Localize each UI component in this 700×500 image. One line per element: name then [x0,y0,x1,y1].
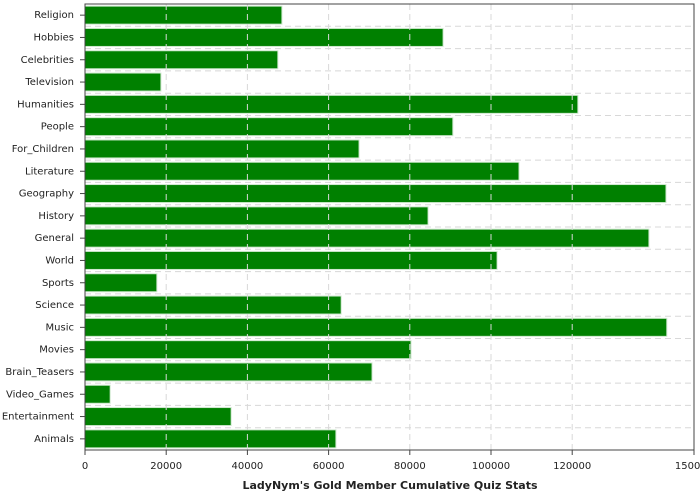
bar [84,273,158,293]
bar [84,184,667,204]
y-tick-label: Hobbies [34,32,74,43]
y-tick-label: Music [46,322,74,333]
x-tick-label: 0 [82,461,88,472]
y-tick-label: Animals [34,434,74,445]
bar [84,161,520,181]
bar [84,295,342,315]
y-tick-label: Religion [34,10,74,21]
bar [84,117,454,137]
x-tick-label: 150000 [675,461,700,472]
bar [84,139,360,159]
bar [84,50,279,70]
y-tick-label: Video_Games [6,389,74,400]
y-tick-label: Geography [19,189,74,200]
bar [84,250,498,270]
y-tick-label: Television [24,77,74,88]
bar [84,5,283,25]
y-tick-label: Celebrities [21,55,74,66]
y-tick-label: Entertainment [2,412,74,423]
bar [84,72,162,92]
x-tick-label: 100000 [472,461,510,472]
x-tick-label: 20000 [150,461,182,472]
x-tick-label: 120000 [553,461,591,472]
y-tick-label: Sports [42,278,74,289]
y-tick-label: World [45,255,74,266]
y-tick-label: People [41,122,74,133]
bar [84,94,579,114]
bar [84,206,429,226]
y-tick-label: Movies [39,345,74,356]
y-tick-label: History [38,211,74,222]
y-tick-label: For_Children [12,144,74,155]
x-tick-label: 80000 [394,461,426,472]
y-tick-label: Science [35,300,74,311]
bar [84,340,412,360]
bar [84,429,337,449]
y-tick-label: Humanities [17,99,74,110]
y-tick-label: Literature [25,166,74,177]
x-tick-label: 60000 [313,461,345,472]
y-tick-label: Brain_Teasers [5,367,74,378]
bar [84,27,444,47]
bar [84,228,650,248]
x-tick-label: 40000 [231,461,263,472]
bar [84,407,232,427]
x-axis-label: LadyNym's Gold Member Cumulative Quiz St… [242,479,538,492]
bar [84,384,111,404]
bar [84,317,668,337]
y-tick-label: General [35,233,74,244]
plot-frame [84,3,695,451]
